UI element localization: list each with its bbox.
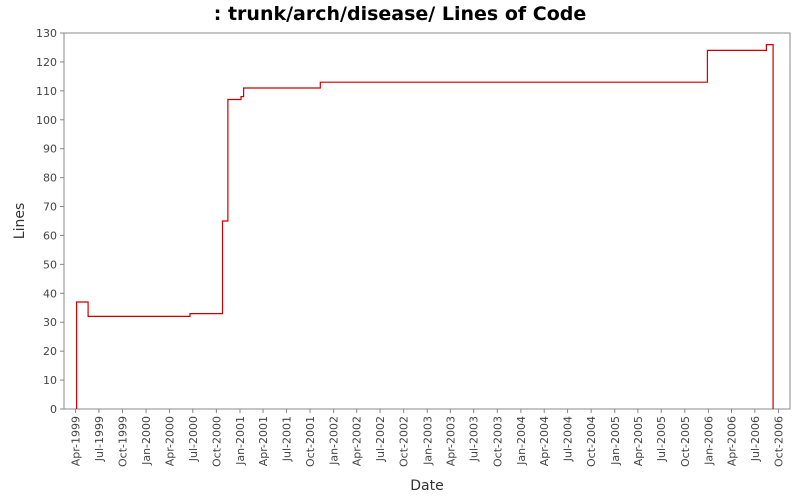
x-tick-label: Jan-2003 — [421, 416, 434, 466]
x-tick-label: Jul-2000 — [187, 416, 200, 462]
x-tick-label: Jan-2005 — [609, 416, 622, 466]
x-tick-label: Jan-2006 — [702, 416, 715, 466]
x-tick-label: Apr-2000 — [163, 416, 176, 466]
x-tick-label: Jan-2002 — [328, 416, 341, 466]
y-tick-label: 110 — [36, 85, 57, 98]
y-tick-label: 10 — [43, 374, 57, 387]
y-tick-label: 90 — [43, 143, 57, 156]
x-tick-label: Jan-2004 — [515, 416, 528, 466]
y-tick-label: 30 — [43, 316, 57, 329]
x-tick-label: Jul-2002 — [374, 416, 387, 462]
x-tick-label: Oct-2006 — [772, 416, 785, 467]
y-tick-label: 130 — [36, 27, 57, 40]
series-group — [75, 43, 774, 409]
x-tick-label: Jul-2005 — [655, 416, 668, 462]
x-tick-label: Oct-2002 — [398, 416, 411, 467]
x-tick-label: Apr-2003 — [444, 416, 457, 466]
x-tick-label: Jul-1999 — [93, 416, 106, 462]
x-axis-label: Date — [410, 478, 443, 494]
x-tick-label: Jul-2006 — [749, 416, 762, 462]
y-tick-label: 50 — [43, 258, 57, 271]
x-tick-label: Jul-2003 — [468, 416, 481, 462]
y-axis: 0 10 20 30 40 50 60 70 80 90 100 110 120 130 — [36, 27, 64, 416]
x-axis: Apr-1999 Jul-1999 Oct-1999 Jan-2000 Apr-2000… — [70, 409, 785, 467]
y-axis-label: Lines — [12, 203, 28, 239]
x-tick-label: Jan-2001 — [234, 416, 247, 466]
y-tick-label: 60 — [43, 229, 57, 242]
x-tick-label: Jan-2000 — [140, 416, 153, 466]
y-tick-label: 120 — [36, 56, 57, 69]
x-tick-label: Oct-2005 — [679, 416, 692, 467]
x-tick-label: Oct-2001 — [304, 416, 317, 467]
x-tick-label: Apr-1999 — [70, 416, 83, 466]
x-tick-label: Apr-2002 — [351, 416, 364, 466]
x-tick-label: Oct-2000 — [210, 416, 223, 467]
x-tick-label: Oct-2004 — [585, 416, 598, 467]
y-tick-label: 20 — [43, 345, 57, 358]
x-tick-label: Apr-2006 — [726, 416, 739, 466]
y-tick-label: 70 — [43, 201, 57, 214]
y-tick-label: 80 — [43, 172, 57, 185]
y-tick-label: 100 — [36, 114, 57, 127]
y-tick-label: 40 — [43, 287, 57, 300]
x-tick-label: Oct-1999 — [116, 416, 129, 467]
x-tick-label: Apr-2001 — [257, 416, 270, 466]
x-tick-label: Apr-2005 — [632, 416, 645, 466]
series-line — [75, 43, 774, 409]
chart-title: : trunk/arch/disease/ Lines of Code — [214, 3, 586, 25]
x-tick-label: Jul-2001 — [280, 416, 293, 462]
x-tick-label: Oct-2003 — [491, 416, 504, 467]
y-tick-label: 0 — [50, 403, 57, 416]
x-tick-label: Apr-2004 — [538, 416, 551, 466]
plot-area — [63, 32, 791, 410]
x-tick-label: Jul-2004 — [562, 416, 575, 462]
